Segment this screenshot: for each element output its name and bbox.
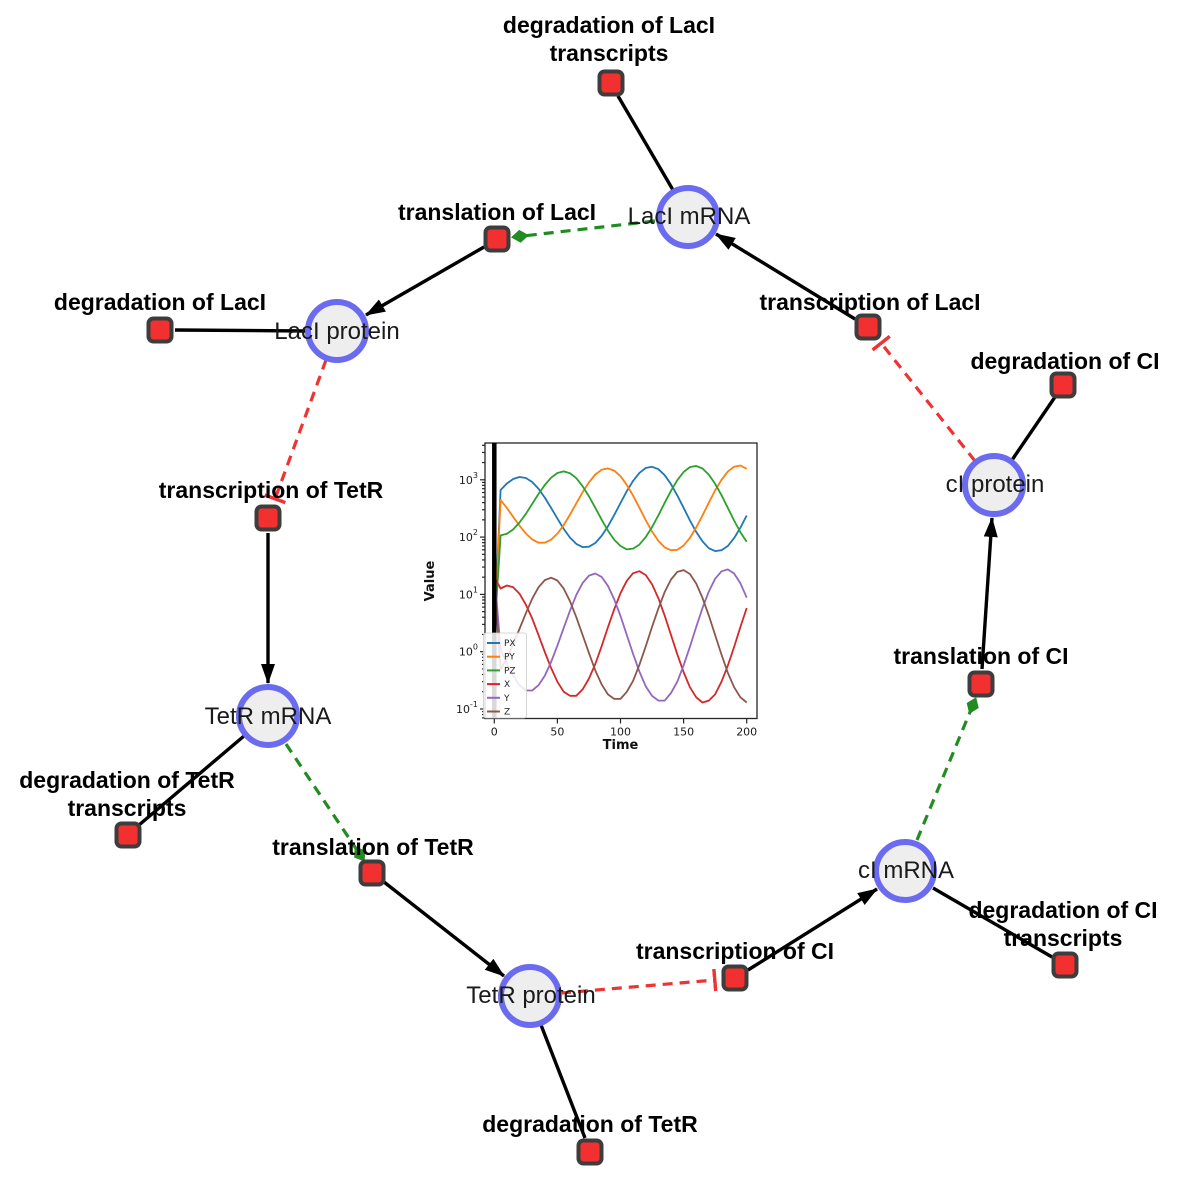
reaction-node-transcription-tetr (254, 504, 282, 532)
reaction-node-translation-ci (967, 670, 995, 698)
species-label-laci-protein: LacI protein (274, 318, 399, 345)
plot-dynamic-content: 10-1 100 101 102 103 0 50 100 150 200 PX PY PZ XYZ (456, 443, 757, 739)
reaction-label-translation-ci: translation of CI (893, 643, 1068, 669)
legend: PX PY PZ XYZ (483, 632, 527, 719)
reaction-label-transcription-ci: transcription of CI (636, 938, 834, 964)
edge-ciprotein-transcriptionlaci (871, 334, 977, 462)
edge-laciprotein-deglaci (174, 328, 307, 333)
series-line-PY (493, 464, 748, 635)
reaction-label-transcription-tetr: transcription of TetR (159, 477, 384, 503)
y-tick-label: 10-1 (456, 700, 478, 716)
y-tick-label: 101 (459, 585, 478, 601)
legend-label-PY: PY (504, 653, 515, 663)
reaction-label-deg-ci: degradation of CI (970, 348, 1159, 374)
x-tick-label: 50 (550, 726, 564, 739)
reaction-label-translation-tetr: translation of TetR (272, 834, 474, 860)
legend-box (483, 632, 527, 719)
species-label-laci-mrna: LacI mRNA (628, 203, 751, 230)
reaction-label-deg-ci-transcripts-1: degradation of CI (968, 897, 1157, 923)
time-series-plot: 10-1 100 101 102 103 0 50 100 150 200 PX PY PZ XYZ Ti… (423, 442, 758, 753)
species-label-tetr-protein: TetR protein (466, 982, 595, 1009)
reaction-node-transcription-ci (721, 964, 749, 992)
reaction-label-deg-laci-transcripts-2: transcripts (550, 40, 669, 66)
legend-label-Y: Y (503, 694, 510, 704)
edge-lacimrna-degtranscripts (616, 95, 675, 191)
reaction-label-deg-ci-transcripts-2: transcripts (1004, 925, 1123, 951)
reaction-node-deg-laci (146, 316, 174, 344)
reaction-label-deg-tetr-transcripts-1: degradation of TetR (19, 767, 235, 793)
series-line-PZ (493, 465, 748, 635)
reaction-node-deg-laci-transcripts (597, 69, 625, 97)
series-line-Z (493, 569, 748, 704)
edge-lacimrna-translationlaci (511, 219, 656, 243)
edge-translationci-ciprotein (980, 517, 998, 670)
y-tick-label: 100 (459, 643, 478, 659)
reaction-label-deg-laci: degradation of LacI (54, 289, 266, 315)
edge-translationtetr-tetrprotein (382, 880, 506, 978)
species-node-ci-mrna (873, 839, 937, 903)
y-axis-label: Value (423, 560, 438, 601)
reaction-label-translation-laci: translation of LacI (398, 199, 596, 225)
edge-ciprotein-degci (1010, 396, 1057, 461)
edge-cimrna-translationci (915, 697, 979, 841)
edges-layer (137, 95, 1057, 1139)
species-node-tetr-protein (498, 964, 562, 1028)
edge-tetrprotein-degtetr (539, 1024, 587, 1139)
legend-label-PX: PX (504, 639, 516, 649)
x-tick-label: 200 (736, 726, 757, 739)
x-axis-label: Time (603, 738, 639, 753)
reaction-node-transcription-laci (854, 313, 882, 341)
edge-translationlaci-laciprotein (365, 245, 485, 317)
legend-label-PZ: PZ (504, 666, 516, 676)
species-label-ci-mrna: cI mRNA (858, 857, 954, 884)
x-tick-label: 100 (610, 726, 631, 739)
species-label-tetr-mrna: TetR mRNA (205, 703, 332, 730)
x-tick-label: 150 (673, 726, 694, 739)
edge-laciprotein-transcriptiontetr (264, 359, 328, 505)
series-line-PX (493, 465, 748, 635)
reaction-label-deg-tetr-transcripts-2: transcripts (68, 795, 187, 821)
x-tick-label: 0 (491, 726, 498, 739)
species-node-laci-protein (305, 299, 369, 363)
reaction-label-deg-laci-transcripts-1: degradation of LacI (503, 12, 715, 38)
species-node-tetr-mrna (236, 684, 300, 748)
reaction-label-transcription-laci: transcription of LacI (759, 289, 980, 315)
reaction-node-deg-ci (1049, 371, 1077, 399)
reaction-node-translation-laci (483, 225, 511, 253)
species-label-ci-protein: cI protein (946, 471, 1045, 498)
legend-label-X: X (504, 680, 510, 690)
edge-transcriptionci-cimrna (747, 887, 878, 972)
species-node-laci-mrna (656, 185, 720, 249)
legend-label-Z: Z (504, 708, 510, 718)
reaction-node-deg-tetr (576, 1138, 604, 1166)
species-node-ci-protein (962, 453, 1026, 517)
labels-layer: LacI mRNA LacI protein TetR mRNA TetR pr… (19, 12, 1159, 1137)
reaction-node-deg-tetr-transcripts (114, 821, 142, 849)
y-tick-label: 102 (459, 528, 478, 544)
edge-tetrmrna-translationtetr (284, 743, 366, 862)
edge-tetrmrna-degtranscripts (137, 734, 246, 827)
series-line-X (493, 570, 748, 704)
reaction-node-deg-ci-transcripts (1051, 951, 1079, 979)
edge-tetrprotein-transcriptionci (560, 968, 718, 995)
reaction-label-deg-tetr: degradation of TetR (482, 1111, 698, 1137)
y-tick-label: 103 (459, 471, 478, 487)
edge-transcriptionlaci-lacimrna (715, 232, 856, 321)
nodes-layer (114, 69, 1079, 1166)
edge-cimrna-degtranscripts (932, 886, 1053, 959)
reaction-node-translation-tetr (358, 859, 386, 887)
